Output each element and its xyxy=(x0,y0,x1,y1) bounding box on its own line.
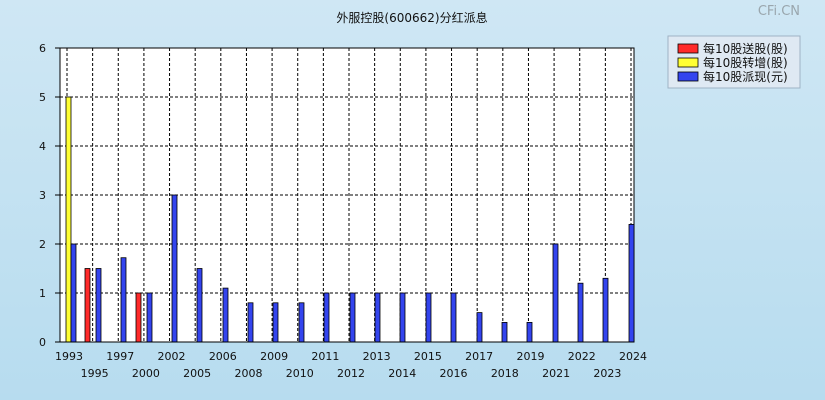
x-tick-label: 2009 xyxy=(260,350,288,363)
x-tick-label: 2019 xyxy=(516,350,544,363)
x-tick-label: 2022 xyxy=(568,350,596,363)
x-tick-label: 2015 xyxy=(414,350,442,363)
bar-cash-2014 xyxy=(399,292,406,343)
x-tick-label: 2014 xyxy=(388,367,416,380)
x-tick-label: 2011 xyxy=(311,350,339,363)
x-tick-label: 2008 xyxy=(234,367,262,380)
bar-cash-2000 xyxy=(146,292,153,343)
x-tick-label: 1997 xyxy=(106,350,134,363)
bar-cash-2002 xyxy=(171,194,178,343)
bar-cash-2021 xyxy=(552,243,559,343)
x-tick-label: 2002 xyxy=(158,350,186,363)
y-tick-label: 2 xyxy=(39,238,46,251)
x-tick-label: 2012 xyxy=(337,367,365,380)
bar-cash-2018 xyxy=(501,321,508,343)
bar-cash-2017 xyxy=(476,312,483,343)
bar-cash-2013 xyxy=(374,292,381,343)
legend-swatch xyxy=(677,57,699,68)
y-tick-label: 1 xyxy=(39,287,46,300)
bar-cash-2010 xyxy=(298,302,305,343)
bar-cash-2016 xyxy=(450,292,457,343)
x-tick-label: 2006 xyxy=(209,350,237,363)
bar-cash-2015 xyxy=(425,292,432,343)
bar-cash-2008 xyxy=(247,302,254,343)
x-tick-label: 1995 xyxy=(81,367,109,380)
bar-cash-2022 xyxy=(577,282,584,343)
y-tick-label: 0 xyxy=(39,336,46,349)
x-tick-label: 2013 xyxy=(363,350,391,363)
x-tick-label: 2024 xyxy=(619,350,647,363)
bar-cash-2005 xyxy=(196,268,203,343)
y-tick-label: 6 xyxy=(39,42,46,55)
chart-title: 外服控股(600662)分红派息 xyxy=(336,10,487,25)
x-tick-label: 2021 xyxy=(542,367,570,380)
x-tick-label: 2018 xyxy=(491,367,519,380)
bar-transfer-1993 xyxy=(65,96,72,343)
bar-cash-2023 xyxy=(602,277,609,343)
x-tick-label: 2016 xyxy=(440,367,468,380)
y-tick-label: 5 xyxy=(39,91,46,104)
bar-cash-2019 xyxy=(526,321,533,343)
x-tick-label: 2023 xyxy=(593,367,621,380)
legend-swatch xyxy=(677,43,699,54)
x-tick-label: 2000 xyxy=(132,367,160,380)
x-tick-label: 2005 xyxy=(183,367,211,380)
x-tick-label: 2017 xyxy=(465,350,493,363)
legend-swatch xyxy=(677,71,699,82)
bar-gift-2000 xyxy=(135,292,142,343)
legend-label: 每10股送股(股) xyxy=(703,41,788,56)
bar-cash-1997 xyxy=(120,257,127,343)
y-tick-label: 3 xyxy=(39,189,46,202)
legend-label: 每10股派现(元) xyxy=(703,69,788,84)
bar-cash-2009 xyxy=(272,302,279,343)
bar-cash-2024 xyxy=(628,223,635,343)
bar-cash-1995 xyxy=(95,268,102,343)
watermark-logo: CFi.CN xyxy=(758,4,800,19)
bar-cash-2006 xyxy=(222,287,229,343)
x-tick-label: 1993 xyxy=(55,350,83,363)
bar-cash-2012 xyxy=(349,292,356,343)
legend-label: 每10股转增(股) xyxy=(703,55,788,70)
y-tick-label: 4 xyxy=(39,140,46,153)
x-tick-label: 2010 xyxy=(286,367,314,380)
bar-cash-1993 xyxy=(70,243,77,343)
bar-gift-1995 xyxy=(84,268,91,343)
bar-cash-2011 xyxy=(323,292,330,343)
